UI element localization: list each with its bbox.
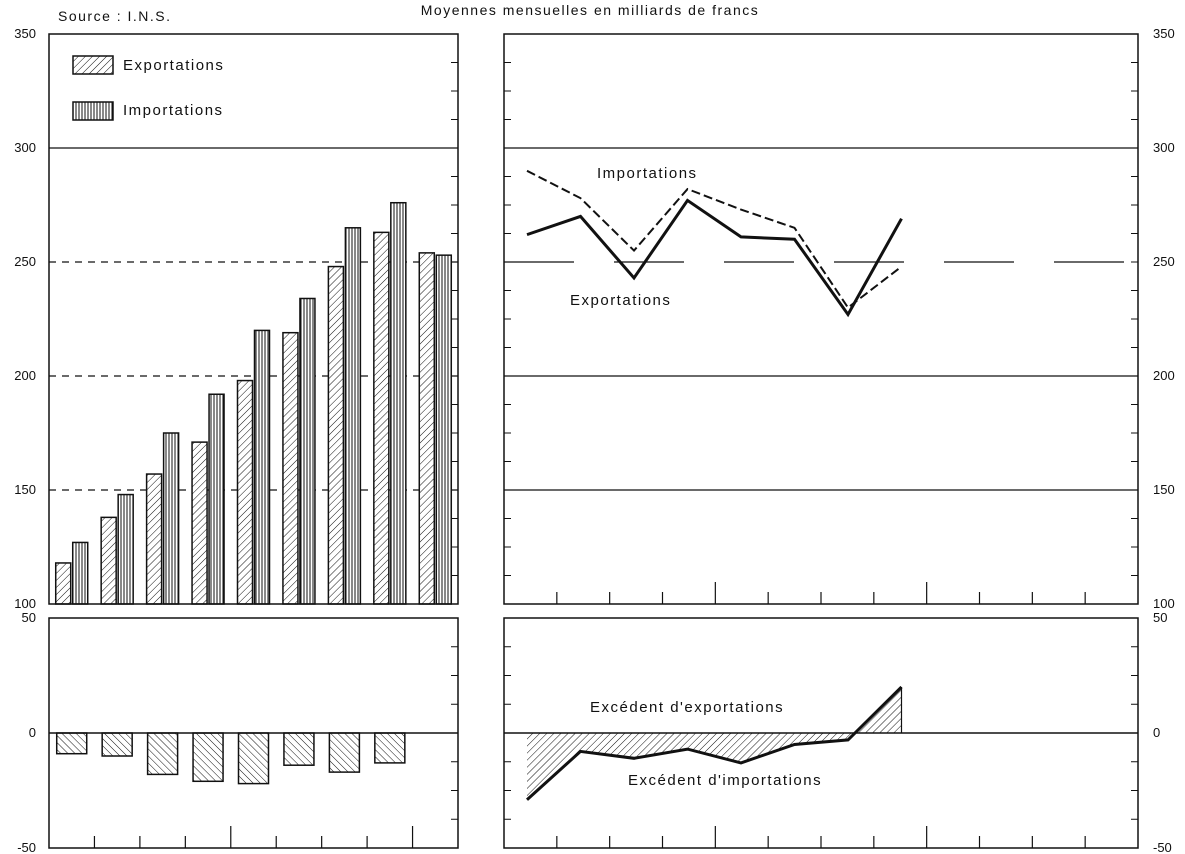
balance-line bbox=[525, 685, 903, 801]
export-bar bbox=[54, 562, 72, 605]
imports-line bbox=[526, 169, 903, 310]
tl-tick-label: 250 bbox=[14, 254, 36, 269]
legend-swatch-exports bbox=[72, 55, 114, 75]
balance-bar bbox=[374, 732, 406, 764]
br-tick-label: -50 bbox=[1153, 840, 1172, 854]
import-bar bbox=[435, 254, 453, 605]
tl-tick-label: 200 bbox=[14, 368, 36, 383]
balance-bar bbox=[192, 732, 224, 783]
tl-tick-label: 350 bbox=[14, 26, 36, 41]
trade-balance-area-panel: -50 0 50 bbox=[503, 610, 1172, 854]
exports-imports-line-panel: 100 150 200 250 300 350 bbox=[503, 26, 1175, 611]
legend-label-imports: Importations bbox=[123, 102, 224, 119]
line-label-exports: Exportations bbox=[570, 292, 671, 309]
import-bar bbox=[299, 297, 316, 605]
export-bar bbox=[191, 441, 208, 605]
tr-tick-label: 200 bbox=[1153, 368, 1175, 383]
balance-bar bbox=[55, 732, 88, 755]
br-frame bbox=[503, 617, 1139, 849]
exports-imports-bar-panel: 100 150 200 250 300 350 bbox=[14, 26, 459, 611]
tl-tick-label: 150 bbox=[14, 482, 36, 497]
br-tick-label: 0 bbox=[1153, 725, 1160, 740]
tr-tick-label: 100 bbox=[1153, 596, 1175, 611]
export-bar bbox=[145, 473, 163, 605]
tr-tick-label: 300 bbox=[1153, 140, 1175, 155]
tr-tick-label: 150 bbox=[1153, 482, 1175, 497]
export-bar bbox=[327, 265, 345, 605]
import-bar bbox=[344, 227, 362, 605]
balance-bar bbox=[146, 732, 179, 776]
bl-tick-label: 50 bbox=[22, 610, 36, 625]
balance-area bbox=[527, 687, 902, 800]
legend: Exportations Importations bbox=[72, 55, 224, 121]
balance-bar bbox=[328, 732, 361, 773]
bl-tick-label: -50 bbox=[17, 840, 36, 854]
balance-bar bbox=[237, 732, 270, 785]
br-tick-label: 50 bbox=[1153, 610, 1167, 625]
import-bar bbox=[162, 432, 180, 605]
balance-bar bbox=[101, 732, 133, 757]
balance-bar bbox=[283, 732, 315, 766]
legend-label-exports: Exportations bbox=[123, 57, 224, 74]
tr-tick-label: 350 bbox=[1153, 26, 1175, 41]
source-note: Source : I.N.S. bbox=[58, 8, 172, 24]
import-bar bbox=[253, 329, 271, 605]
import-bar bbox=[117, 493, 134, 605]
legend-swatch-imports bbox=[72, 101, 114, 121]
import-bar bbox=[390, 201, 407, 605]
label-export-surplus: Excédent d'exportations bbox=[590, 699, 784, 716]
export-bar bbox=[236, 379, 254, 605]
export-bar bbox=[100, 516, 117, 605]
tr-tick-label: 250 bbox=[1153, 254, 1175, 269]
line-label-imports: Importations bbox=[597, 165, 698, 182]
tr-frame bbox=[503, 33, 1139, 605]
tl-tick-label: 300 bbox=[14, 140, 36, 155]
label-import-surplus: Excédent d'importations bbox=[628, 772, 822, 789]
bl-tick-label: 0 bbox=[29, 725, 36, 740]
trade-balance-bar-panel: -50 0 50 bbox=[17, 610, 459, 854]
export-bar bbox=[418, 252, 436, 605]
exports-line bbox=[526, 198, 903, 318]
tl-tick-label: 100 bbox=[14, 596, 36, 611]
figure-subtitle: Moyennes mensuelles en milliards de fran… bbox=[421, 2, 759, 18]
export-bar bbox=[373, 231, 390, 605]
import-bar bbox=[208, 393, 225, 605]
tl-frame bbox=[48, 33, 459, 605]
bl-frame bbox=[48, 617, 459, 849]
import-bar bbox=[71, 541, 89, 605]
export-bar bbox=[282, 331, 299, 605]
